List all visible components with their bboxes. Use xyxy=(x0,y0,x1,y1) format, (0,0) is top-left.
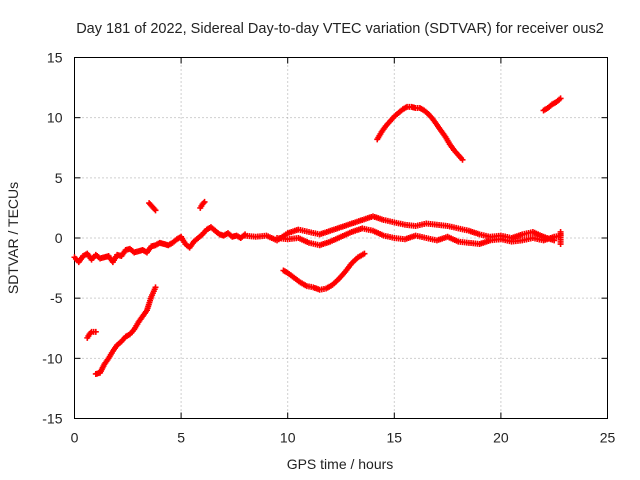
data-point xyxy=(557,95,564,102)
data-point xyxy=(92,328,99,335)
x-tick-label: 0 xyxy=(71,430,79,446)
series-arc-rising-early xyxy=(92,284,159,377)
y-axis-label: SDTVAR / TECUs xyxy=(5,182,21,294)
data-point xyxy=(201,198,208,205)
x-tick-label: 10 xyxy=(280,430,296,446)
y-tick-label: 15 xyxy=(47,50,63,66)
series-arc-dip xyxy=(280,250,368,293)
data-layer xyxy=(71,95,564,377)
series-arc-hump xyxy=(374,103,466,163)
series-arc-baseline-secondary xyxy=(274,225,564,249)
series-arc-late-rise xyxy=(540,95,564,114)
y-tick-label: -15 xyxy=(42,411,62,427)
y-tick-label: 5 xyxy=(55,170,63,186)
x-axis-label: GPS time / hours xyxy=(287,456,394,472)
data-point xyxy=(459,156,466,163)
x-tick-label: 15 xyxy=(387,430,403,446)
tick-layer: 0 5 10 15 20 25 -15 -10 -5 0 5 10 15 xyxy=(42,50,615,446)
series-arc-falling-start xyxy=(84,328,99,341)
series-arc-short-b xyxy=(197,198,208,211)
series-arc-baseline-mid xyxy=(242,213,558,244)
x-tick-label: 5 xyxy=(177,430,185,446)
data-point xyxy=(557,228,564,235)
data-point xyxy=(152,284,159,291)
y-tick-label: 10 xyxy=(47,110,63,126)
data-point xyxy=(361,250,368,257)
chart-title: Day 181 of 2022, Sidereal Day-to-day VTE… xyxy=(76,21,604,37)
series-arc-baseline-early xyxy=(71,224,249,266)
y-tick-label: 0 xyxy=(55,230,63,246)
y-tick-label: -10 xyxy=(42,350,62,366)
x-tick-label: 25 xyxy=(600,430,616,446)
x-tick-label: 20 xyxy=(493,430,509,446)
series-arc-end-point xyxy=(557,228,564,248)
data-point xyxy=(152,207,159,214)
series-arc-short-a xyxy=(146,200,159,214)
y-tick-label: -5 xyxy=(50,290,63,306)
